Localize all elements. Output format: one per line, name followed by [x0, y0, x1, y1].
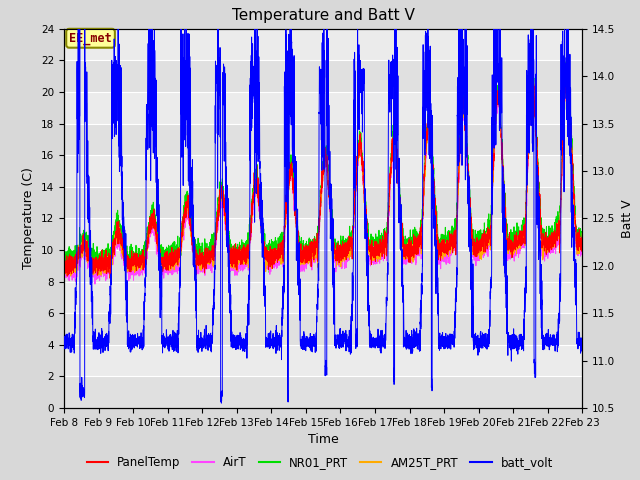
Bar	[64, 155, 582, 187]
Text: EE_met: EE_met	[69, 32, 112, 45]
Bar	[64, 282, 582, 313]
Y-axis label: Temperature (C): Temperature (C)	[22, 168, 35, 269]
Bar	[64, 250, 582, 282]
Bar	[64, 345, 582, 376]
Bar	[64, 313, 582, 345]
Title: Temperature and Batt V: Temperature and Batt V	[232, 9, 415, 24]
Bar	[64, 218, 582, 250]
Bar	[64, 123, 582, 155]
Bar	[64, 29, 582, 60]
Bar	[64, 92, 582, 124]
Y-axis label: Batt V: Batt V	[621, 199, 634, 238]
Bar	[64, 187, 582, 218]
Legend: PanelTemp, AirT, NR01_PRT, AM25T_PRT, batt_volt: PanelTemp, AirT, NR01_PRT, AM25T_PRT, ba…	[82, 452, 558, 474]
Bar	[64, 60, 582, 92]
X-axis label: Time: Time	[308, 433, 339, 446]
Bar	[64, 376, 582, 408]
